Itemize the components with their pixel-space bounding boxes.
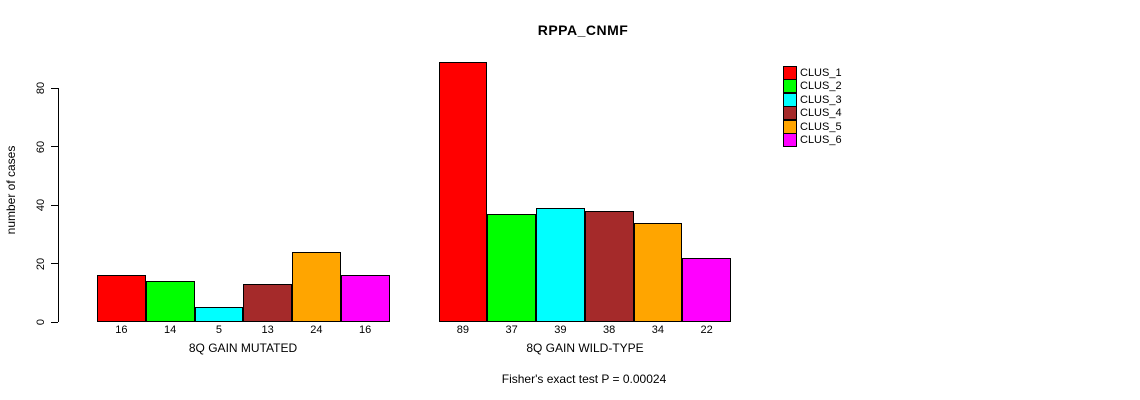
legend-label: CLUS_3 <box>800 93 842 106</box>
bar-8q-gain-mutated-clus_2 <box>145 281 195 322</box>
bar-8q-gain-mutated-clus_1 <box>97 275 146 322</box>
y-axis-line <box>58 88 59 322</box>
legend-swatch-clus_1 <box>783 66 797 80</box>
bar-8q-gain-wild-type-clus_3 <box>536 208 585 322</box>
bar-value-label: 38 <box>603 324 616 336</box>
bar-8q-gain-mutated-clus_4 <box>243 284 292 322</box>
bar-value-label: 34 <box>651 324 664 336</box>
legend-label: CLUS_1 <box>800 67 842 79</box>
bar-8q-gain-wild-type-clus_2 <box>487 213 536 322</box>
chart-title: RPPA_CNMF <box>537 22 629 38</box>
bar-8q-gain-mutated-clus_5 <box>292 251 341 322</box>
group-label-mutated: 8Q GAIN MUTATED <box>188 341 298 355</box>
legend-swatch-clus_3 <box>783 92 797 107</box>
y-tick-label: 80 <box>35 82 47 95</box>
y-tick-mark <box>51 204 58 206</box>
legend-swatch-clus_4 <box>783 106 797 121</box>
y-tick-label: 0 <box>35 318 47 326</box>
y-tick-label: 40 <box>35 199 47 212</box>
bar-8q-gain-mutated-clus_3 <box>194 307 244 322</box>
y-tick-mark <box>51 263 58 265</box>
y-axis-label: number of cases <box>4 145 18 235</box>
bar-8q-gain-wild-type-clus_5 <box>633 222 683 322</box>
legend-label: CLUS_4 <box>800 107 842 120</box>
bar-value-label: 14 <box>164 324 177 336</box>
y-tick-mark <box>51 321 58 323</box>
bar-value-label: 22 <box>700 324 713 336</box>
fisher-test-annotation: Fisher's exact test P = 0.00024 <box>501 372 667 386</box>
bar-8q-gain-mutated-clus_6 <box>340 275 390 322</box>
y-tick-mark <box>51 87 58 89</box>
y-tick-mark <box>51 146 58 148</box>
bar-value-label: 37 <box>505 324 518 336</box>
bar-8q-gain-wild-type-clus_4 <box>584 211 634 322</box>
legend-swatch-clus_2 <box>783 79 797 94</box>
legend-label: CLUS_2 <box>800 80 842 93</box>
y-tick-label: 60 <box>35 140 47 153</box>
bar-8q-gain-wild-type-clus_1 <box>438 62 488 322</box>
legend-label: CLUS_6 <box>800 134 842 146</box>
bar-8q-gain-wild-type-clus_6 <box>682 257 731 322</box>
group-label-wild-type: 8Q GAIN WILD-TYPE <box>526 341 644 355</box>
y-tick-label: 20 <box>35 257 47 270</box>
bar-value-label: 13 <box>261 324 274 336</box>
bar-value-label: 89 <box>456 324 469 336</box>
legend-swatch-clus_5 <box>783 119 797 134</box>
legend-swatch-clus_6 <box>783 133 797 147</box>
bar-value-label: 5 <box>215 324 222 336</box>
bar-value-label: 16 <box>115 324 128 336</box>
bar-value-label: 39 <box>554 324 567 336</box>
bar-value-label: 24 <box>310 324 323 336</box>
bar-value-label: 16 <box>359 324 372 336</box>
legend-label: CLUS_5 <box>800 120 842 133</box>
